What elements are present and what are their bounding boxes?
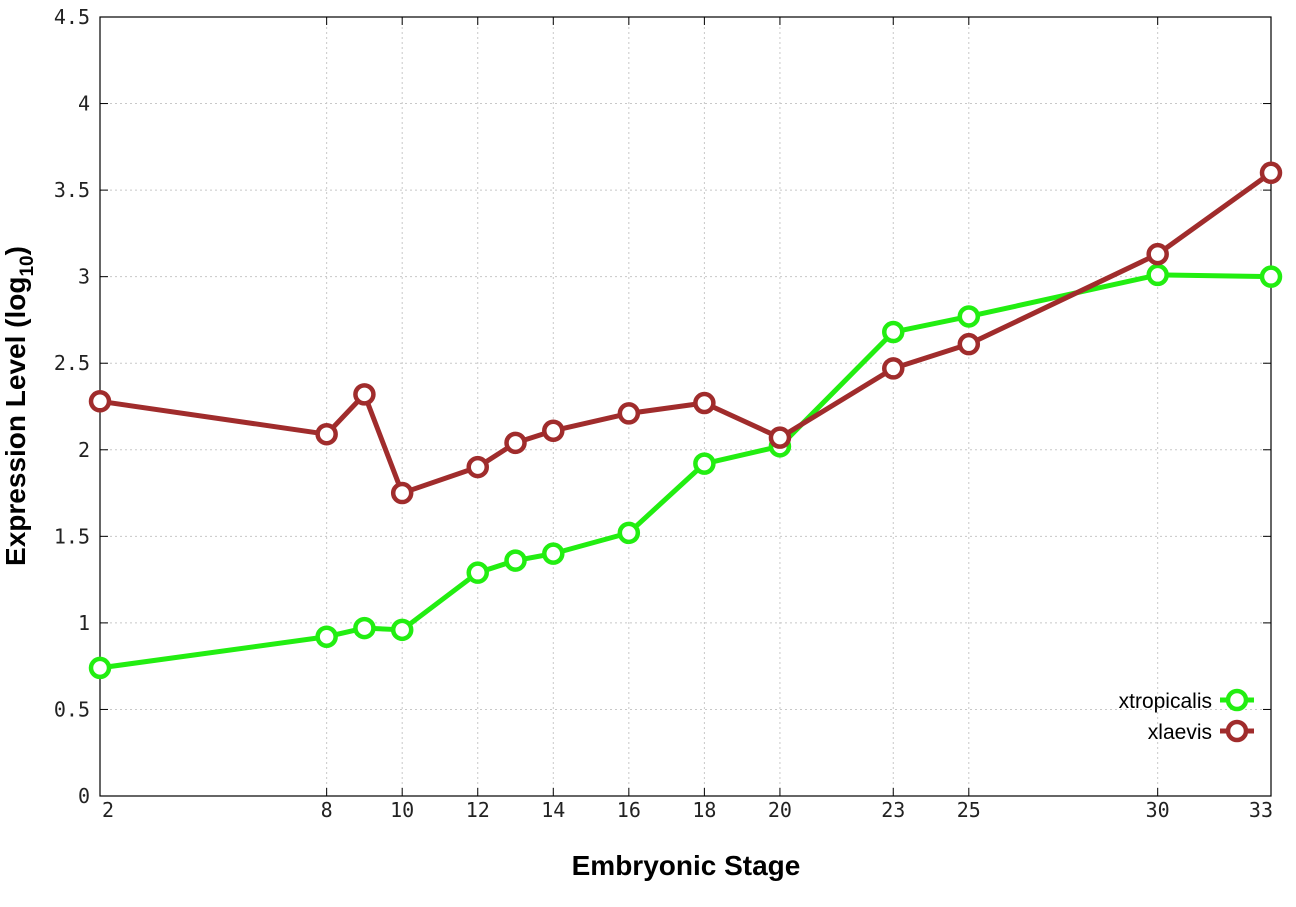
y-tick-label: 4 (78, 92, 90, 116)
data-point-xtropicalis (466, 561, 489, 584)
x-tick-label: 16 (617, 798, 641, 822)
y-tick-label: 3 (78, 265, 90, 289)
series-layer (88, 161, 1283, 680)
data-point-xlaevis (1146, 242, 1169, 266)
tick-layer: 0 0.5 1 1.5 2 2.5 3 3.5 4 4.5 2 8 10 12 14 16 18 20 23 25 30… (54, 5, 1273, 822)
y-axis-title-close: ) (0, 246, 31, 255)
y-tick-label: 2 (78, 438, 90, 462)
legend: xtropicalis xlaevis (1119, 688, 1254, 744)
data-point-xlaevis (466, 455, 489, 479)
series-line-xtropicalis (97, 272, 1274, 671)
data-point-xlaevis (693, 391, 716, 415)
data-point-xtropicalis (542, 542, 565, 565)
data-point-xtropicalis (957, 305, 981, 328)
y-tick-label: 1 (78, 611, 90, 635)
legend-marker-xtropicalis (1225, 688, 1249, 712)
data-point-xtropicalis (882, 320, 905, 344)
data-point-xlaevis (504, 431, 527, 455)
y-tick-label: 4.5 (54, 5, 90, 29)
y-axis-title: Expression Level (log10) (0, 246, 38, 566)
legend-marker-xlaevis (1225, 719, 1249, 743)
data-point-xtropicalis (1259, 265, 1283, 288)
data-point-xlaevis (1259, 161, 1283, 185)
data-point-xlaevis (315, 422, 338, 446)
y-tick-label: 3.5 (54, 178, 90, 202)
legend-label-xtropicalis: xtropicalis (1119, 690, 1212, 713)
series-line-xlaevis (97, 170, 1274, 496)
x-tick-label: 20 (768, 798, 792, 822)
data-point-xlaevis (617, 402, 641, 425)
x-tick-label: 2 (102, 798, 114, 822)
data-point-xlaevis (390, 481, 414, 505)
grid-layer (100, 17, 1271, 796)
data-point-xtropicalis (390, 618, 414, 642)
data-point-xlaevis (88, 390, 112, 413)
x-tick-label: 23 (881, 798, 905, 822)
data-point-xtropicalis (315, 625, 338, 648)
data-point-xtropicalis (88, 656, 112, 680)
x-tick-label: 10 (390, 798, 414, 822)
data-point-xlaevis (768, 426, 792, 449)
y-tick-label: 2.5 (54, 351, 90, 375)
y-axis-title-subscript: 10 (17, 255, 38, 276)
y-tick-label: 0 (78, 784, 90, 808)
x-axis-title: Embryonic Stage (572, 850, 801, 881)
x-tick-label: 8 (321, 798, 333, 822)
data-point-xtropicalis (693, 452, 716, 475)
data-point-xtropicalis (617, 521, 641, 545)
data-point-xtropicalis (353, 616, 376, 640)
data-point-xtropicalis (504, 549, 527, 572)
x-tick-label: 25 (957, 798, 981, 822)
data-point-xlaevis (957, 332, 981, 356)
data-point-xlaevis (353, 383, 376, 406)
x-tick-label: 18 (692, 798, 716, 822)
legend-label-xlaevis: xlaevis (1148, 721, 1212, 744)
data-point-xlaevis (542, 419, 565, 442)
x-tick-label: 14 (541, 798, 565, 822)
y-tick-label: 0.5 (54, 697, 90, 721)
y-axis-title-main: Expression Level (log (0, 277, 31, 566)
y-tick-label: 1.5 (54, 524, 90, 548)
x-tick-label: 30 (1146, 798, 1170, 822)
data-point-xtropicalis (1146, 263, 1169, 287)
x-tick-label: 12 (466, 798, 490, 822)
x-tick-label: 33 (1249, 798, 1273, 822)
data-point-xlaevis (882, 357, 905, 380)
